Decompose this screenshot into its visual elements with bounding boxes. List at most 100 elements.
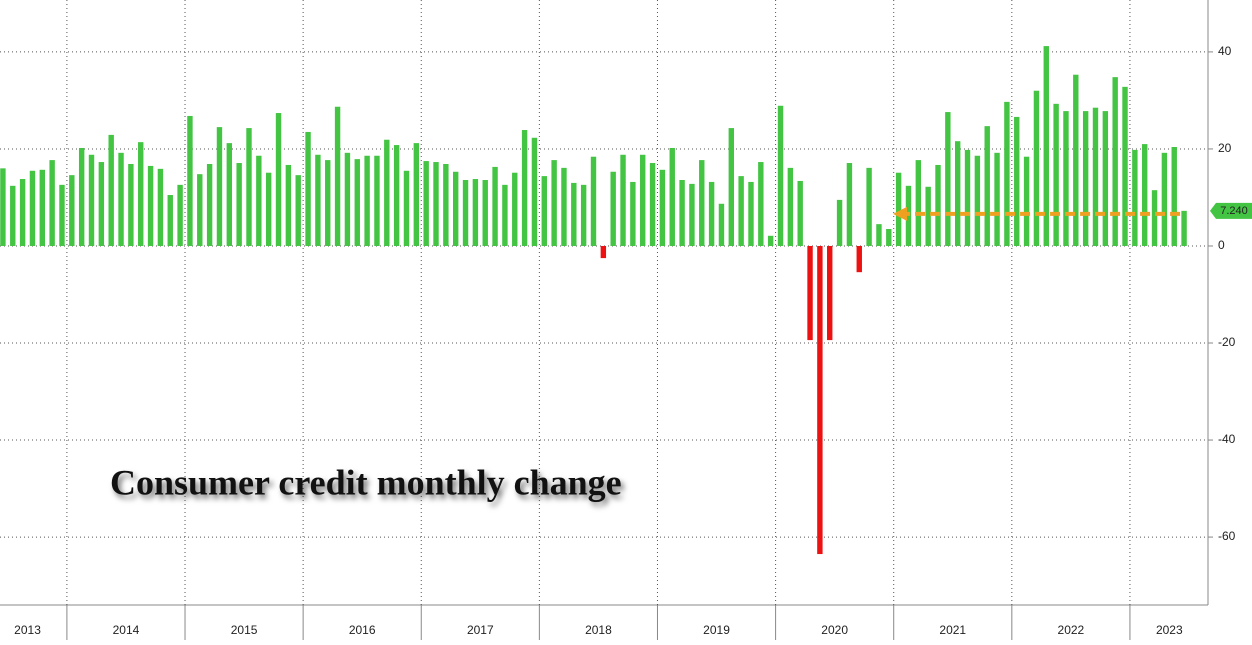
bar [138,142,144,246]
bar [748,181,754,246]
bar [492,166,498,246]
bar [984,126,990,246]
bar [1142,144,1148,246]
bar [39,169,45,246]
bar [157,168,164,246]
bar [187,115,193,246]
bar [807,245,813,341]
bar [640,154,646,246]
bar [1082,111,1089,246]
bar [512,172,518,246]
x-tick-label: 2019 [703,623,730,637]
bar [1092,107,1099,246]
bar [482,179,488,246]
bar [935,164,941,246]
bar [541,176,547,246]
bar [866,167,872,246]
bar [521,130,528,246]
x-tick-label: 2018 [585,623,612,637]
bar [246,128,252,246]
bar [206,163,213,246]
bar [1004,101,1010,246]
x-tick-label: 2022 [1058,623,1085,637]
bar [905,185,912,246]
bar [846,163,853,246]
x-tick-label: 2014 [113,623,140,637]
bar [433,162,439,246]
bar [0,168,6,246]
bar [275,113,282,246]
bar [649,163,656,246]
bar [580,184,587,246]
bar [659,169,666,246]
bar [29,170,36,246]
bar [305,131,311,246]
x-tick-label: 2023 [1156,623,1183,637]
bar [1171,147,1177,246]
y-tick-label: -60 [1218,529,1236,543]
bar [551,160,557,246]
bar [767,235,774,246]
bar [216,127,223,246]
bar [620,154,626,246]
value-box [1210,202,1252,219]
bar [462,179,469,246]
bar [836,199,843,246]
bar [364,155,370,246]
bar [1151,190,1158,246]
bar [69,175,75,246]
bar [679,179,685,246]
bar [413,143,420,246]
bar [236,163,242,246]
bar [787,167,794,246]
bar [1063,111,1069,246]
bar [954,141,961,246]
y-tick-label: 40 [1218,44,1232,58]
y-tick-label: 20 [1218,141,1232,155]
bar [443,163,449,246]
x-tick-label: 2013 [14,623,41,637]
bar [925,186,931,246]
bar [295,175,301,246]
bar [895,172,902,246]
bar [393,145,400,246]
bar [827,245,833,341]
bar [758,162,764,246]
bar [167,195,173,246]
x-tick-label: 2015 [231,623,258,637]
bar [630,181,636,246]
bar [974,155,981,246]
bar [265,172,272,246]
bar [452,171,459,246]
y-tick-label: -40 [1218,432,1236,446]
bar [669,147,675,246]
bar [197,174,203,246]
bar [1073,74,1079,246]
bar [10,185,16,246]
bar [384,139,390,246]
bar [797,180,803,246]
bar [472,179,479,246]
bar [1053,103,1059,246]
bar [108,134,114,246]
bar [147,165,154,246]
bar [403,170,410,246]
bar [1043,46,1049,246]
bar [1122,86,1128,246]
bar [915,160,922,246]
bar [1181,210,1187,246]
bar [610,171,616,246]
bar [354,159,360,246]
bar [817,245,823,555]
x-tick-label: 2021 [939,623,966,637]
bar [531,137,538,246]
bar [689,183,695,246]
bar [98,162,105,246]
bar [59,184,65,246]
bar [128,163,134,246]
bar [1112,77,1118,246]
bar [78,147,85,246]
bar [1014,116,1020,246]
bar [600,245,607,259]
chart-title: Consumer credit monthly change [110,462,622,502]
